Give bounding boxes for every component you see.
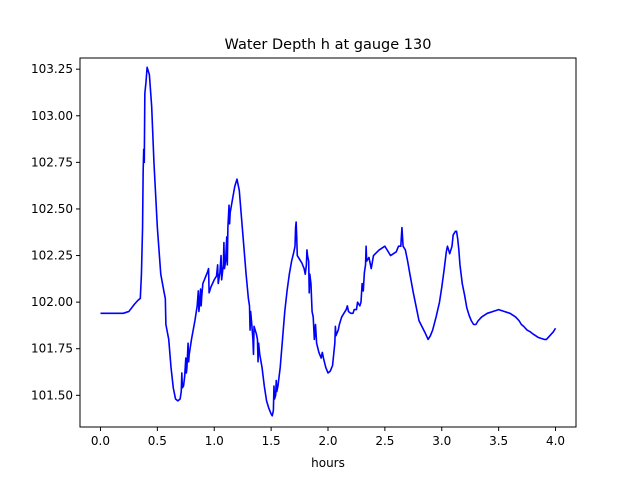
x-tick-label: 3.5: [489, 434, 508, 448]
x-tick-label: 2.5: [375, 434, 394, 448]
y-tick-label: 101.75: [31, 342, 73, 356]
chart-title: Water Depth h at gauge 130: [225, 37, 432, 53]
plot-area: [100, 66, 557, 417]
x-tick-label: 0.0: [91, 434, 110, 448]
x-tick-label: 1.5: [262, 434, 281, 448]
x-tick-label: 4.0: [546, 434, 565, 448]
y-axis: 101.50 101.75 102.00 102.25 102.50 102.75 103.…: [31, 62, 80, 402]
x-tick-label: 1.0: [205, 434, 224, 448]
y-tick-label: 102.00: [31, 295, 73, 309]
y-tick-label: 102.25: [31, 249, 73, 263]
x-tick-label: 3.0: [432, 434, 451, 448]
x-axis-label: hours: [311, 456, 345, 470]
x-tick-label: 2.0: [318, 434, 337, 448]
x-axis: 0.0 0.5 1.0 1.5 2.0 2.5 3.0 3.5 4.0: [91, 427, 565, 448]
series-line: [100, 66, 557, 417]
y-tick-label: 101.50: [31, 388, 73, 402]
y-tick-label: 102.50: [31, 202, 73, 216]
y-tick-label: 103.00: [31, 109, 73, 123]
y-tick-label: 102.75: [31, 155, 73, 169]
x-tick-label: 0.5: [148, 434, 167, 448]
y-tick-label: 103.25: [31, 62, 73, 76]
